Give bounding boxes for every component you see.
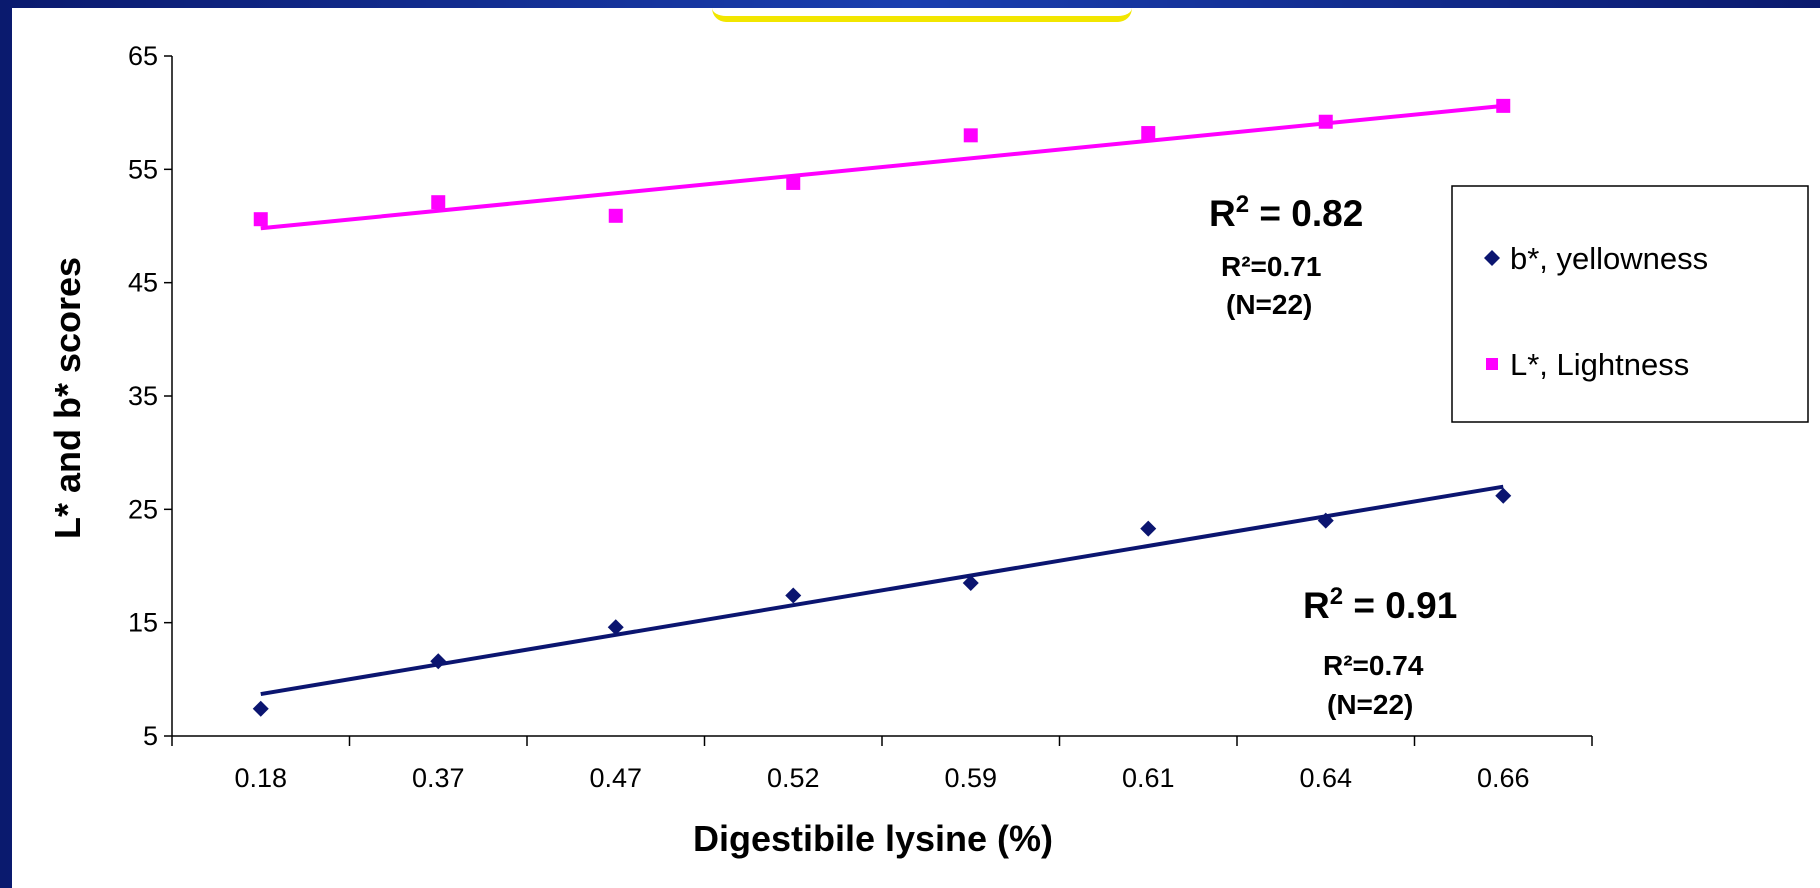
legend-marker-l [1486,358,1498,370]
x-tick-label: 0.66 [1477,763,1530,793]
data-point-l [253,212,268,227]
b-r2-main-value: 0.91 [1385,585,1457,626]
y-tick-label: 35 [128,381,158,411]
l-r2-sub-annotation: R²=0.71 [1221,251,1321,282]
data-point-b [1495,487,1512,504]
data-point-b [962,575,979,591]
legend-label-l: L*, Lightness [1510,347,1689,382]
data-point-l [1141,126,1156,141]
l-n-annotation: (N=22) [1226,289,1312,320]
data-point-l [1496,98,1511,113]
trendline-b [260,484,1504,697]
data-point-b [1317,512,1334,529]
y-tick-label: 55 [128,154,158,184]
x-tick-label: 0.52 [767,763,820,793]
y-tick-label: 5 [143,721,158,751]
y-tick-label: 25 [128,494,158,524]
x-tick-label: 0.61 [1122,763,1175,793]
scatter-chart: 5 15 25 35 45 55 65 0.18 0.37 0.47 0.52 0.59 0.61 0.6… [47,41,1809,859]
x-tick-label: 0.37 [412,763,465,793]
series-layer [252,98,1512,717]
legend-label-b: b*, yellowness [1510,241,1708,276]
x-tick-label: 0.64 [1299,763,1352,793]
x-tick-label: 0.18 [234,763,287,793]
y-tick-label: 15 [128,608,158,638]
b-r2-main-annotation: R2 = 0.91 [1303,583,1457,626]
data-point-b [607,619,624,636]
y-tick-label: 45 [128,268,158,298]
y-axis-title: L* and b* scores [47,257,88,539]
y-tick-label: 65 [128,41,158,71]
data-point-b [430,653,447,670]
data-point-l [1318,114,1333,129]
x-axis-title: Digestibile lysine (%) [693,818,1053,859]
data-point-l [786,175,801,190]
b-r2-sub-annotation: R²=0.74 [1323,650,1424,681]
data-point-l [431,195,446,210]
legend: b*, yellowness L*, Lightness [1451,185,1809,423]
axes: 5 15 25 35 45 55 65 0.18 0.37 0.47 0.52 0.59 0.61 0.6… [128,41,1593,793]
x-tick-label: 0.47 [589,763,642,793]
data-point-l [963,128,978,143]
x-tick-label: 0.59 [944,763,997,793]
b-n-annotation: (N=22) [1327,689,1413,720]
trendline-l [260,103,1504,231]
title-strip [712,0,1132,22]
data-point-l [608,208,623,223]
legend-marker-b [1484,250,1500,266]
data-point-b [785,587,802,604]
chart-panel: 5 15 25 35 45 55 65 0.18 0.37 0.47 0.52 0.59 0.61 0.6… [12,8,1820,888]
data-point-b [252,700,269,717]
l-r2-main-annotation: R2 = 0.82 [1209,191,1363,234]
l-r2-main-value: 0.82 [1291,193,1363,234]
data-point-b [1140,520,1157,537]
legend-box [1451,185,1809,423]
